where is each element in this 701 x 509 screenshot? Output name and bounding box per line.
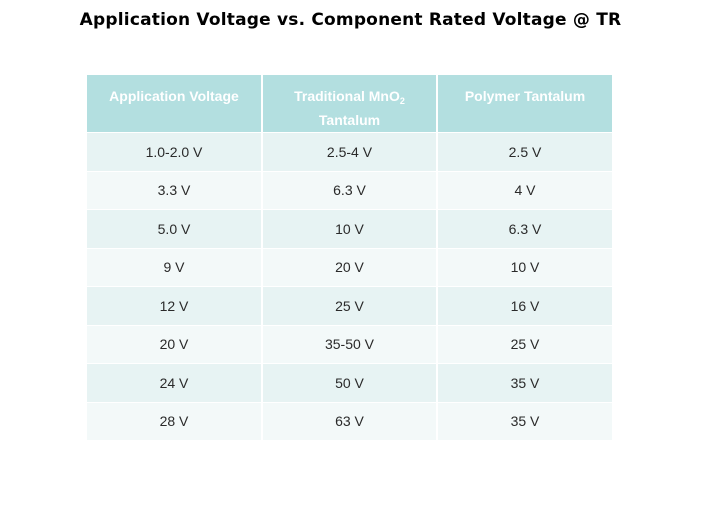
table-row: 1.0-2.0 V 2.5-4 V 2.5 V [87, 132, 612, 171]
cell-polymer-tantalum: 10 V [437, 247, 612, 287]
cell-application-voltage: 1.0-2.0 V [87, 132, 263, 171]
page-title: Application Voltage vs. Component Rated … [79, 10, 622, 30]
cell-traditional-tantalum: 35-50 V [262, 324, 438, 364]
cell-polymer-tantalum: 35 V [437, 363, 612, 402]
header-label: Traditional MnO [294, 88, 400, 104]
table-row: 3.3 V 6.3 V 4 V [87, 170, 612, 210]
header-label: Application Voltage [109, 88, 239, 104]
table-row: 20 V 35-50 V 25 V [87, 324, 612, 364]
cell-traditional-tantalum: 50 V [262, 363, 438, 402]
voltage-comparison-table: Application Voltage Traditional MnO2 Tan… [87, 75, 612, 440]
cell-traditional-tantalum: 25 V [262, 286, 438, 325]
cell-traditional-tantalum: 63 V [262, 401, 438, 440]
cell-traditional-tantalum: 2.5-4 V [262, 132, 438, 171]
table-row: 24 V 50 V 35 V [87, 363, 612, 402]
cell-traditional-tantalum: 10 V [262, 209, 438, 248]
header-application-voltage: Application Voltage [87, 75, 263, 133]
table-row: 12 V 25 V 16 V [87, 286, 612, 325]
table-header-row: Application Voltage Traditional MnO2 Tan… [87, 75, 612, 133]
cell-traditional-tantalum: 6.3 V [262, 170, 438, 210]
header-traditional-mno2-tantalum: Traditional MnO2 Tantalum [262, 75, 438, 133]
header-label-line2: Tantalum [318, 112, 381, 128]
header-subscript: 2 [399, 96, 405, 106]
cell-application-voltage: 3.3 V [87, 170, 263, 210]
cell-application-voltage: 24 V [87, 363, 263, 402]
cell-polymer-tantalum: 35 V [437, 401, 612, 440]
cell-application-voltage: 12 V [87, 286, 263, 325]
table-row: 28 V 63 V 35 V [87, 401, 612, 440]
header-polymer-tantalum: Polymer Tantalum [437, 75, 612, 133]
header-label: Polymer Tantalum [464, 88, 586, 104]
table-row: 5.0 V 10 V 6.3 V [87, 209, 612, 248]
cell-application-voltage: 20 V [87, 324, 263, 364]
cell-polymer-tantalum: 25 V [437, 324, 612, 364]
cell-polymer-tantalum: 2.5 V [437, 132, 612, 171]
cell-traditional-tantalum: 20 V [262, 247, 438, 287]
cell-polymer-tantalum: 4 V [437, 170, 612, 210]
cell-polymer-tantalum: 6.3 V [437, 209, 612, 248]
cell-polymer-tantalum: 16 V [437, 286, 612, 325]
cell-application-voltage: 9 V [87, 247, 263, 287]
cell-application-voltage: 5.0 V [87, 209, 263, 248]
cell-application-voltage: 28 V [87, 401, 263, 440]
table-row: 9 V 20 V 10 V [87, 247, 612, 287]
